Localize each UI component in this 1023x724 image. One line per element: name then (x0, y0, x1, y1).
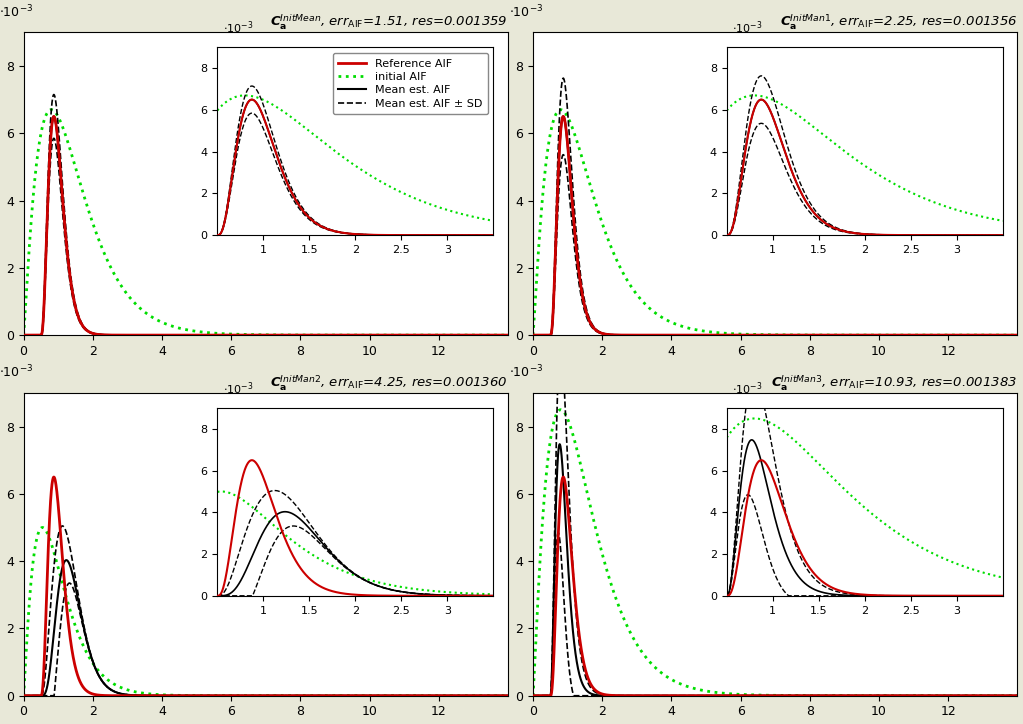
Text: $\cdot10^{-3}$: $\cdot10^{-3}$ (508, 364, 543, 381)
Text: $\boldsymbol{C}_{\mathbf{a}}^{\mathit{InitMan3}}$, $\mathit{err}_{\mathrm{AIF}}$: $\boldsymbol{C}_{\mathbf{a}}^{\mathit{In… (771, 374, 1018, 393)
Text: $\cdot10^{-3}$: $\cdot10^{-3}$ (508, 4, 543, 20)
Text: $\cdot10^{-3}$: $\cdot10^{-3}$ (0, 364, 34, 381)
Text: $\boldsymbol{C}_{\mathbf{a}}^{\mathit{InitMan1}}$, $\mathit{err}_{\mathrm{AIF}}$: $\boldsymbol{C}_{\mathbf{a}}^{\mathit{In… (780, 13, 1018, 33)
Text: $\cdot10^{-3}$: $\cdot10^{-3}$ (0, 4, 34, 20)
Text: $\boldsymbol{C}_{\mathbf{a}}^{\mathit{InitMan2}}$, $\mathit{err}_{\mathrm{AIF}}$: $\boldsymbol{C}_{\mathbf{a}}^{\mathit{In… (270, 374, 508, 393)
Text: $\boldsymbol{C}_{\mathbf{a}}^{\mathit{InitMean}}$, $\mathit{err}_{\mathrm{AIF}}$: $\boldsymbol{C}_{\mathbf{a}}^{\mathit{In… (270, 13, 508, 33)
